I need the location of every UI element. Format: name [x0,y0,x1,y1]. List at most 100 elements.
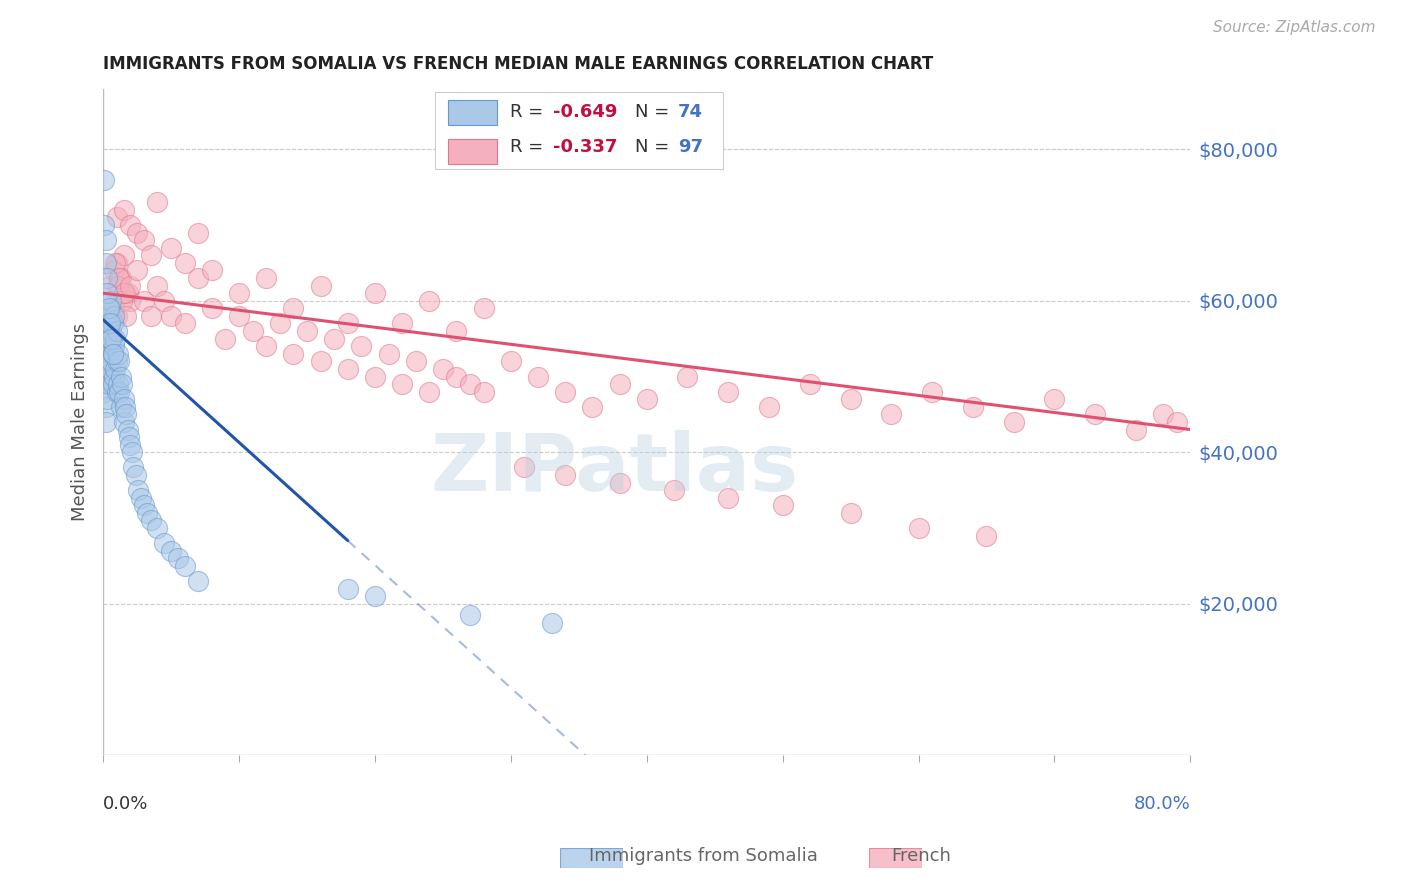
Point [662,483,685,498]
Point [432,362,454,376]
Point [717,491,740,505]
Point [636,392,658,407]
Point [405,354,427,368]
Point [108,384,131,399]
Point [107,347,129,361]
Text: R =: R = [510,137,548,155]
Point [114,286,136,301]
Point [103,263,125,277]
Point [104,362,127,376]
Point [160,309,183,323]
Point [97,324,120,338]
Point [110,369,132,384]
Point [139,513,162,527]
Point [1043,392,1066,407]
Point [108,271,131,285]
Point [100,354,122,368]
Point [97,377,120,392]
Text: -0.337: -0.337 [553,137,617,155]
Point [120,438,142,452]
Point [458,377,481,392]
Point [94,400,117,414]
Point [187,271,209,285]
Point [146,278,169,293]
Point [336,317,359,331]
Point [554,468,576,483]
Point [1125,423,1147,437]
Point [472,384,495,399]
Point [114,400,136,414]
Point [540,615,562,630]
Point [110,400,132,414]
Y-axis label: Median Male Earnings: Median Male Earnings [72,323,89,521]
Point [418,293,440,308]
Point [609,475,631,490]
Point [418,384,440,399]
Point [93,332,115,346]
Point [391,317,413,331]
Point [581,400,603,414]
Point [1166,415,1188,429]
Point [135,506,157,520]
Point [112,202,135,217]
Point [309,354,332,368]
Point [94,369,117,384]
Point [97,354,120,368]
Point [101,317,124,331]
Point [98,362,121,376]
Point [107,278,129,293]
Point [125,468,148,483]
Point [146,521,169,535]
Point [96,392,118,407]
Point [187,574,209,588]
Point [228,286,250,301]
Point [107,377,129,392]
Point [336,362,359,376]
Text: N =: N = [634,103,675,121]
Point [446,324,468,338]
Text: IMMIGRANTS FROM SOMALIA VS FRENCH MEDIAN MALE EARNINGS CORRELATION CHART: IMMIGRANTS FROM SOMALIA VS FRENCH MEDIAN… [103,55,934,73]
Point [105,324,128,338]
Point [105,384,128,399]
Point [103,339,125,353]
Point [105,211,128,225]
Point [101,347,124,361]
Point [173,256,195,270]
Point [122,460,145,475]
Point [112,248,135,262]
Point [283,301,305,316]
Point [187,226,209,240]
Point [717,384,740,399]
Point [214,332,236,346]
Point [120,293,142,308]
Point [499,354,522,368]
Point [96,362,118,376]
Point [772,498,794,512]
Point [103,369,125,384]
Point [391,377,413,392]
Point [139,248,162,262]
Point [132,498,155,512]
Point [121,445,143,459]
Point [93,172,115,186]
Point [364,589,387,603]
Point [105,354,128,368]
Point [201,263,224,277]
Point [173,317,195,331]
Point [153,293,176,308]
Point [108,271,131,285]
Point [100,332,122,346]
Point [94,256,117,270]
Point [153,536,176,550]
Point [98,317,121,331]
Point [127,483,149,498]
Point [120,218,142,232]
Text: R =: R = [510,103,548,121]
Point [1152,408,1174,422]
Point [139,309,162,323]
FancyBboxPatch shape [447,100,496,125]
Point [111,377,134,392]
Point [100,324,122,338]
Text: Source: ZipAtlas.com: Source: ZipAtlas.com [1212,20,1375,35]
Point [132,233,155,247]
